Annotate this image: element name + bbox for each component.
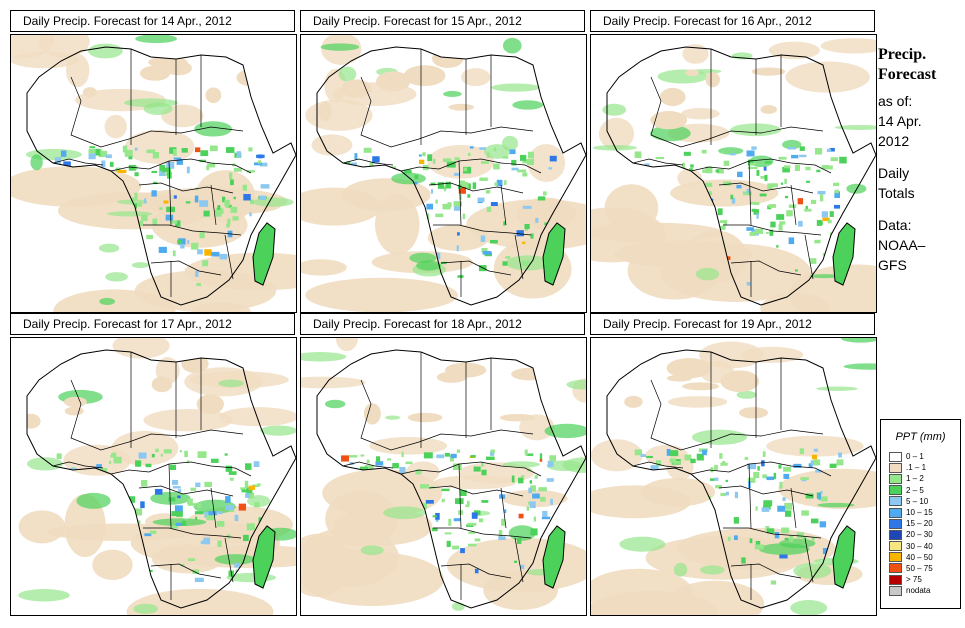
precip-map bbox=[10, 34, 297, 313]
legend-swatch bbox=[889, 485, 902, 496]
legend-item: 1 – 2 bbox=[889, 473, 933, 484]
legend-swatch bbox=[889, 496, 902, 507]
side-info: Precip. Forecast as of: 14 Apr. 2012 Dai… bbox=[878, 45, 965, 275]
legend-swatch bbox=[889, 585, 902, 596]
precip-map bbox=[300, 337, 587, 616]
panel-title: Daily Precip. Forecast for 17 Apr., 2012 bbox=[10, 313, 295, 335]
forecast-panel-3: Daily Precip. Forecast for 16 Apr., 2012 bbox=[590, 10, 877, 313]
precip-map bbox=[300, 34, 587, 313]
totals-label: Daily Totals bbox=[878, 165, 915, 201]
panel-title: Daily Precip. Forecast for 14 Apr., 2012 bbox=[10, 10, 295, 32]
legend-label: 40 – 50 bbox=[906, 552, 933, 562]
legend-label: 10 – 15 bbox=[906, 508, 933, 518]
panel-title: Daily Precip. Forecast for 16 Apr., 2012 bbox=[590, 10, 875, 32]
forecast-panel-2: Daily Precip. Forecast for 15 Apr., 2012 bbox=[300, 10, 587, 313]
legend-swatch bbox=[889, 462, 902, 473]
legend-item: 50 – 75 bbox=[889, 563, 933, 574]
forecast-panel-1: Daily Precip. Forecast for 14 Apr., 2012 bbox=[10, 10, 297, 313]
legend-swatch bbox=[889, 473, 902, 484]
legend-label: 5 – 10 bbox=[906, 496, 929, 506]
side-title: Precip. Forecast bbox=[878, 46, 937, 83]
legend-item: 15 – 20 bbox=[889, 518, 933, 529]
panel-title: Daily Precip. Forecast for 15 Apr., 2012 bbox=[300, 10, 585, 32]
legend-swatch bbox=[889, 563, 902, 574]
legend-label: 1 – 2 bbox=[906, 474, 924, 484]
legend-item: 0 – 1 bbox=[889, 451, 933, 462]
legend-label: 15 – 20 bbox=[906, 519, 933, 529]
legend-label: nodata bbox=[906, 586, 931, 596]
legend-label: 0 – 1 bbox=[906, 452, 924, 462]
legend-swatch bbox=[889, 574, 902, 585]
legend-label: 30 – 40 bbox=[906, 541, 933, 551]
legend-swatch bbox=[889, 552, 902, 563]
legend-item: nodata bbox=[889, 585, 933, 596]
legend-label: 20 – 30 bbox=[906, 530, 933, 540]
legend-swatch bbox=[889, 529, 902, 540]
legend-item: 30 – 40 bbox=[889, 541, 933, 552]
precip-map bbox=[590, 337, 877, 616]
data-source: Data: NOAA– GFS bbox=[878, 217, 926, 273]
forecast-panel-6: Daily Precip. Forecast for 19 Apr., 2012 bbox=[590, 313, 877, 616]
legend-item: 5 – 10 bbox=[889, 496, 933, 507]
legend-item: .1 – 1 bbox=[889, 462, 933, 473]
legend-title: PPT (mm) bbox=[895, 431, 946, 443]
legend-swatch bbox=[889, 507, 902, 518]
legend-item: 2 – 5 bbox=[889, 485, 933, 496]
legend-label: 50 – 75 bbox=[906, 563, 933, 573]
legend-label: .1 – 1 bbox=[906, 463, 927, 473]
legend-item: 10 – 15 bbox=[889, 507, 933, 518]
panel-title: Daily Precip. Forecast for 19 Apr., 2012 bbox=[590, 313, 875, 335]
legend-swatch bbox=[889, 541, 902, 552]
precip-map bbox=[10, 337, 297, 616]
legend-swatch bbox=[889, 451, 902, 462]
panel-title: Daily Precip. Forecast for 18 Apr., 2012 bbox=[300, 313, 585, 335]
legend-swatch bbox=[889, 518, 902, 529]
forecast-panel-5: Daily Precip. Forecast for 18 Apr., 2012 bbox=[300, 313, 587, 616]
legend-label: 2 – 5 bbox=[906, 485, 924, 495]
legend-item: > 75 bbox=[889, 574, 933, 585]
legend-label: > 75 bbox=[906, 575, 922, 585]
forecast-panel-4: Daily Precip. Forecast for 17 Apr., 2012 bbox=[10, 313, 297, 616]
legend-item: 40 – 50 bbox=[889, 552, 933, 563]
as-of-date: as of: 14 Apr. 2012 bbox=[878, 93, 922, 149]
precip-map bbox=[590, 34, 877, 313]
legend-item: 20 – 30 bbox=[889, 529, 933, 540]
